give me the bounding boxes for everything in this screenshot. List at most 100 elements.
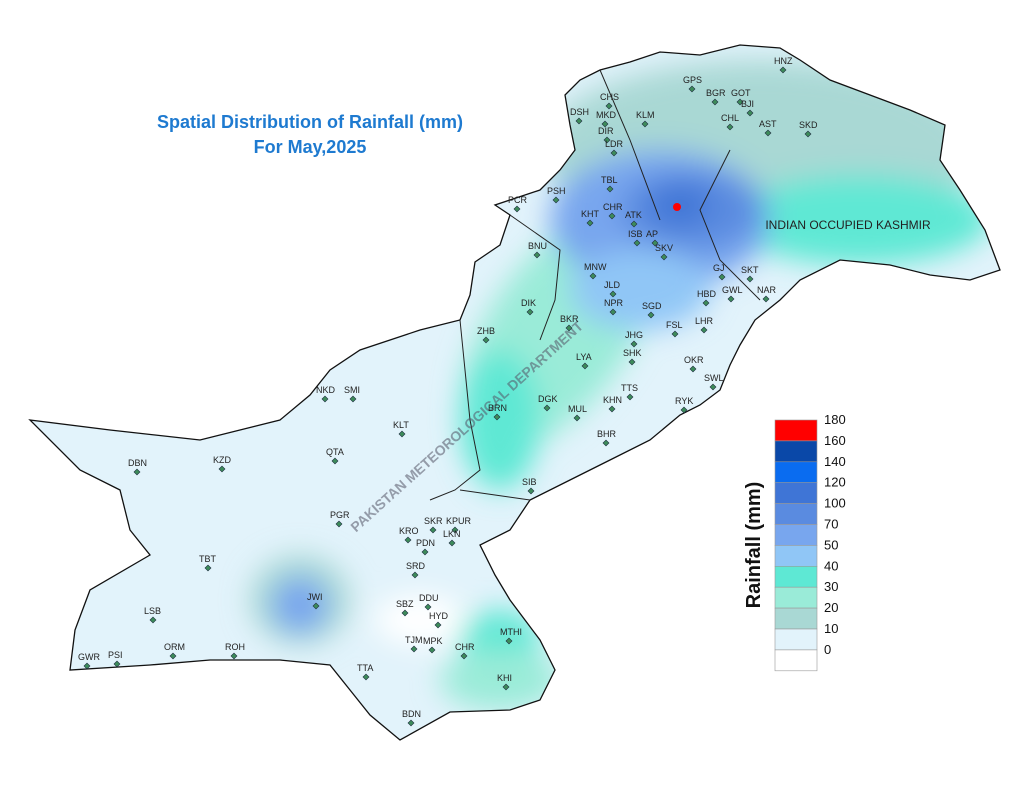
station-marker (746, 275, 754, 283)
station-marker (448, 539, 456, 547)
legend-title: Rainfall (mm) (743, 482, 765, 609)
station-label: KZD (213, 455, 232, 465)
station-label: TJM (405, 635, 423, 645)
stations: HNZ GPS BGR GOT CHS DSH MKD BJI KLM DIR AST SKD CHL L… (78, 56, 818, 727)
legend-label: 0 (824, 642, 831, 657)
station-marker (804, 130, 812, 138)
station-marker (407, 719, 415, 727)
station-label: BNU (528, 241, 547, 251)
station-marker (718, 273, 726, 281)
legend-label: 50 (824, 537, 838, 552)
station-marker (169, 652, 177, 660)
station-marker (527, 487, 535, 495)
station-label: GOT (731, 88, 751, 98)
station-label: SKV (655, 243, 673, 253)
station-label: PGR (330, 510, 350, 520)
legend-swatch (774, 503, 818, 525)
station-marker (605, 102, 613, 110)
station-marker (727, 295, 735, 303)
station-label: LKN (443, 529, 461, 539)
station-marker (482, 336, 490, 344)
station-label: HYD (429, 611, 449, 621)
station-marker (647, 311, 655, 319)
station-label: HBD (697, 289, 717, 299)
legend-swatch (774, 545, 818, 567)
station-marker (149, 616, 157, 624)
station-marker (726, 123, 734, 131)
station-label: AP (646, 229, 658, 239)
station-label: KHN (603, 395, 622, 405)
station-label: TTA (357, 663, 373, 673)
station-marker (460, 652, 468, 660)
station-marker (746, 109, 754, 117)
legend-label: 120 (824, 475, 846, 490)
subtitle: For May,2025 (254, 137, 367, 157)
station-label: SHK (623, 348, 642, 358)
station-label: FSL (666, 320, 683, 330)
legend-label: 140 (824, 454, 846, 469)
legend-swatch (774, 649, 818, 672)
station-label: ORM (164, 642, 185, 652)
station-marker (709, 383, 717, 391)
station-label: PSI (108, 650, 123, 660)
station-marker (589, 272, 597, 280)
station-marker (586, 219, 594, 227)
station-marker (526, 308, 534, 316)
station-marker (543, 404, 551, 412)
station-marker (603, 136, 611, 144)
station-marker (428, 646, 436, 654)
legend-swatch (774, 628, 818, 651)
legend-swatch (774, 440, 818, 463)
station-label: GWR (78, 652, 100, 662)
station-marker (411, 571, 419, 579)
station-marker (362, 673, 370, 681)
station-marker (230, 652, 238, 660)
station-label: JHG (625, 330, 643, 340)
station-label: SRD (406, 561, 426, 571)
station-label: CHS (600, 92, 619, 102)
station-marker (513, 205, 521, 213)
station-label: SIB (522, 477, 537, 487)
station-label: BHR (597, 429, 617, 439)
station-marker (575, 117, 583, 125)
station-label: SGD (642, 301, 662, 311)
station-marker (630, 220, 638, 228)
station-label: GPS (683, 75, 702, 85)
station-marker (736, 98, 744, 106)
station-label: LSB (144, 606, 161, 616)
station-marker (606, 185, 614, 193)
station-marker (204, 564, 212, 572)
station-label: BJI (741, 99, 754, 109)
station-marker (608, 405, 616, 413)
station-marker (680, 406, 688, 414)
station-label: JWI (307, 592, 323, 602)
station-label: ATK (625, 210, 642, 220)
legend-label: 10 (824, 621, 838, 636)
station-label: HNZ (774, 56, 793, 66)
station-label: TBT (199, 554, 217, 564)
station-marker (689, 365, 697, 373)
station-marker (609, 290, 617, 298)
station-marker (608, 212, 616, 220)
station-label: BRN (488, 403, 507, 413)
station-label: TBL (601, 175, 618, 185)
station-marker (398, 430, 406, 438)
station-label: OKR (684, 355, 704, 365)
legend-label: 20 (824, 600, 838, 615)
station-label: MUL (568, 404, 587, 414)
legend-label: 180 (824, 412, 846, 427)
station-label: KPUR (446, 516, 472, 526)
station-label: NKD (316, 385, 336, 395)
station-label: DIK (521, 298, 536, 308)
title: Spatial Distribution of Rainfall (mm) (157, 112, 463, 132)
station-marker (764, 129, 772, 137)
station-label: AST (759, 119, 777, 129)
station-label: MTHI (500, 627, 522, 637)
station-label: MKD (596, 110, 617, 120)
station-marker (113, 660, 121, 668)
station-label: ISB (628, 229, 643, 239)
station-marker (505, 637, 513, 645)
station-marker (688, 85, 696, 93)
